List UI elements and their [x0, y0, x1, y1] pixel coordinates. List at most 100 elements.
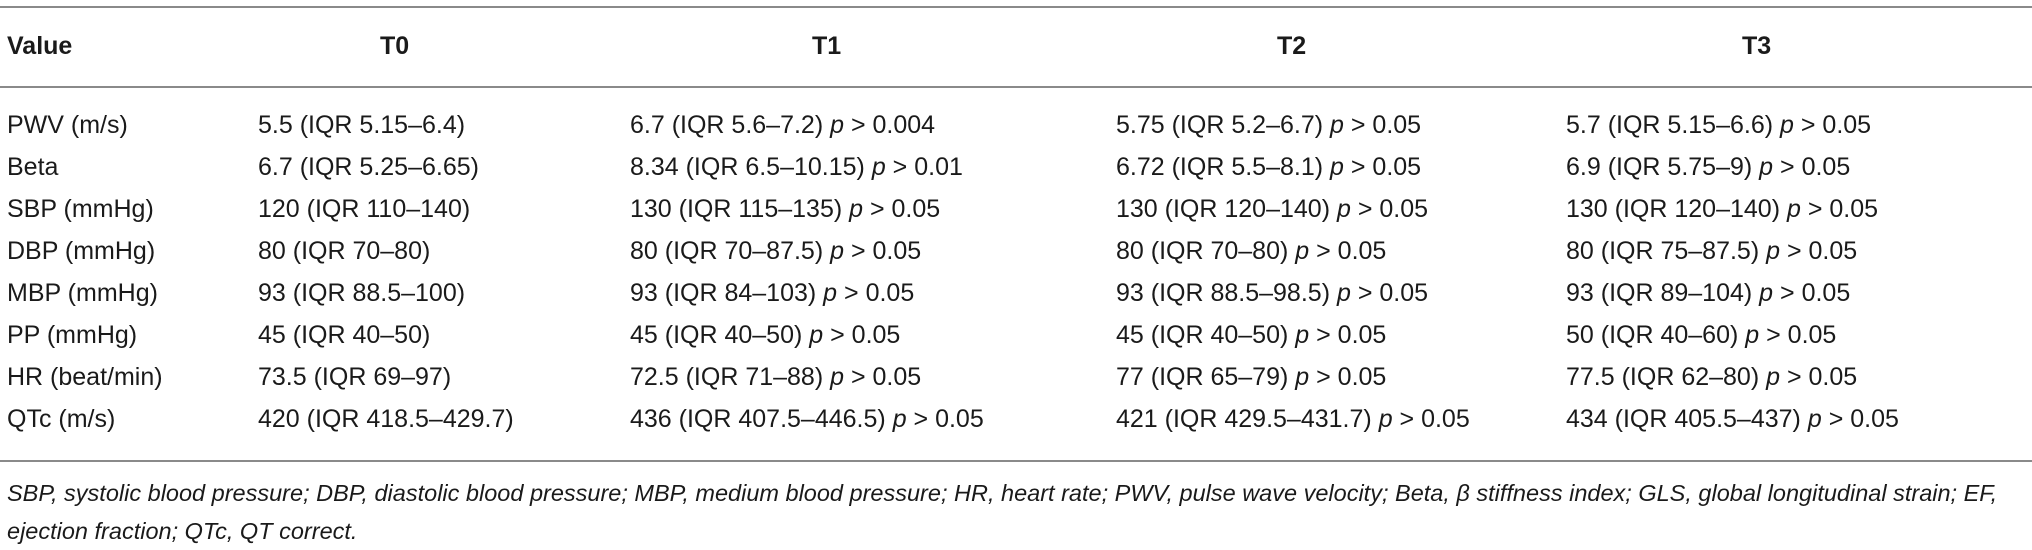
- p-label: p: [809, 321, 824, 349]
- p-label: p: [892, 405, 907, 433]
- p-label: p: [1336, 195, 1351, 223]
- cell-t0: 6.7 (IQR 5.25–6.65): [258, 153, 479, 181]
- cell-t3: 93 (IQR 89–104) p > 0.05: [1566, 272, 1850, 314]
- p-label: p: [1759, 279, 1774, 307]
- p-value: > 0.05: [906, 405, 984, 433]
- p-label: p: [1295, 237, 1310, 265]
- header-value: Value: [7, 32, 73, 60]
- p-label: p: [1330, 153, 1344, 181]
- cell-t1-value: 130 (IQR 115–135): [630, 195, 843, 223]
- p-label: p: [1766, 363, 1781, 391]
- p-value: > 0.05: [837, 279, 915, 307]
- p-value: > 0.05: [844, 237, 922, 265]
- p-label: p: [1295, 321, 1310, 349]
- cell-t2-value: 80 (IQR 70–80): [1116, 237, 1289, 265]
- p-label: p: [1780, 111, 1794, 139]
- p-value: > 0.05: [1392, 405, 1470, 433]
- cell-t3-value: 5.7 (IQR 5.15–6.6): [1566, 111, 1774, 139]
- cell-t1-value: 45 (IQR 40–50): [630, 321, 803, 349]
- cell-t1-value: 72.5 (IQR 71–88): [630, 363, 824, 391]
- cell-t0: 420 (IQR 418.5–429.7): [258, 405, 514, 433]
- cell-t3-value: 50 (IQR 40–60): [1566, 321, 1739, 349]
- p-label: p: [1295, 363, 1310, 391]
- p-label: p: [1766, 237, 1781, 265]
- header-t1: T1: [812, 32, 842, 60]
- table-row: PP (mmHg) 45 (IQR 40–50) 45 (IQR 40–50) …: [0, 314, 2032, 356]
- cell-t2-value: 6.72 (IQR 5.5–8.1): [1116, 153, 1324, 181]
- p-label: p: [1378, 405, 1393, 433]
- row-label: HR (beat/min): [7, 363, 163, 391]
- row-label: SBP (mmHg): [7, 195, 154, 223]
- p-label: p: [849, 195, 864, 223]
- table-row: HR (beat/min) 73.5 (IQR 69–97) 72.5 (IQR…: [0, 356, 2032, 398]
- p-value: > 0.004: [844, 111, 936, 139]
- p-value: > 0.05: [1350, 279, 1429, 307]
- cell-t3: 5.7 (IQR 5.15–6.6) p > 0.05: [1566, 104, 1871, 146]
- p-value: > 0.05: [1759, 321, 1837, 349]
- cell-t2: 77 (IQR 65–79) p > 0.05: [1116, 356, 1386, 398]
- cell-t3: 50 (IQR 40–60) p > 0.05: [1566, 314, 1836, 356]
- cell-t1: 6.7 (IQR 5.6–7.2) p > 0.004: [630, 104, 935, 146]
- cell-t1: 130 (IQR 115–135) p > 0.05: [630, 188, 940, 230]
- table-row: DBP (mmHg) 80 (IQR 70–80) 80 (IQR 70–87.…: [0, 230, 2032, 272]
- cell-t2: 130 (IQR 120–140) p > 0.05: [1116, 188, 1428, 230]
- cell-t2-value: 45 (IQR 40–50): [1116, 321, 1289, 349]
- p-value: > 0.05: [1309, 237, 1387, 265]
- cell-t3: 77.5 (IQR 62–80) p > 0.05: [1566, 356, 1857, 398]
- row-label: PWV (m/s): [7, 111, 128, 139]
- p-label: p: [1807, 405, 1822, 433]
- p-value: > 0.05: [1773, 279, 1851, 307]
- p-label: p: [830, 111, 845, 139]
- cell-t1-value: 93 (IQR 84–103): [630, 279, 817, 307]
- cell-t0: 5.5 (IQR 5.15–6.4): [258, 111, 466, 139]
- header-t3: T3: [1742, 32, 1772, 60]
- cell-t3: 434 (IQR 405.5–437) p > 0.05: [1566, 398, 1899, 440]
- cell-t1: 80 (IQR 70–87.5) p > 0.05: [630, 230, 921, 272]
- p-value: > 0.05: [1780, 237, 1858, 265]
- cell-t2-value: 77 (IQR 65–79): [1116, 363, 1289, 391]
- p-value: > 0.01: [885, 153, 963, 181]
- p-label: p: [823, 279, 838, 307]
- p-value: > 0.05: [1309, 363, 1387, 391]
- p-value: > 0.05: [1800, 195, 1879, 223]
- table-top-rule: [0, 6, 2032, 8]
- cell-t1: 45 (IQR 40–50) p > 0.05: [630, 314, 900, 356]
- p-value: > 0.05: [1821, 405, 1899, 433]
- p-value: > 0.05: [1780, 363, 1858, 391]
- cell-t1: 8.34 (IQR 6.5–10.15) p > 0.01: [630, 146, 963, 188]
- cell-t0: 93 (IQR 88.5–100): [258, 279, 466, 307]
- table-row: SBP (mmHg) 120 (IQR 110–140) 130 (IQR 11…: [0, 188, 2032, 230]
- cell-t0: 80 (IQR 70–80): [258, 237, 431, 265]
- p-value: > 0.05: [1350, 195, 1429, 223]
- cell-t3-value: 130 (IQR 120–140): [1566, 195, 1781, 223]
- table-row: MBP (mmHg) 93 (IQR 88.5–100) 93 (IQR 84–…: [0, 272, 2032, 314]
- cell-t3: 130 (IQR 120–140) p > 0.05: [1566, 188, 1878, 230]
- cell-t2: 93 (IQR 88.5–98.5) p > 0.05: [1116, 272, 1428, 314]
- cell-t2: 6.72 (IQR 5.5–8.1) p > 0.05: [1116, 146, 1421, 188]
- p-label: p: [871, 153, 886, 181]
- cell-t3: 6.9 (IQR 5.75–9) p > 0.05: [1566, 146, 1850, 188]
- cell-t1: 93 (IQR 84–103) p > 0.05: [630, 272, 914, 314]
- table-row: PWV (m/s) 5.5 (IQR 5.15–6.4) 6.7 (IQR 5.…: [0, 104, 2032, 146]
- p-value: > 0.05: [1343, 153, 1422, 181]
- cell-t3-value: 434 (IQR 405.5–437): [1566, 405, 1801, 433]
- cell-t1: 436 (IQR 407.5–446.5) p > 0.05: [630, 398, 984, 440]
- p-label: p: [1330, 111, 1344, 139]
- cell-t2-value: 5.75 (IQR 5.2–6.7): [1116, 111, 1324, 139]
- cell-t2: 80 (IQR 70–80) p > 0.05: [1116, 230, 1386, 272]
- header-t0: T0: [380, 32, 410, 60]
- cell-t2-value: 421 (IQR 429.5–431.7): [1116, 405, 1372, 433]
- cell-t3-value: 93 (IQR 89–104): [1566, 279, 1753, 307]
- p-value: > 0.05: [1773, 153, 1851, 181]
- table-header-row: Value T0 T1 T2 T3: [0, 6, 2032, 86]
- row-label: MBP (mmHg): [7, 279, 158, 307]
- p-label: p: [1786, 195, 1801, 223]
- table-row: Beta 6.7 (IQR 5.25–6.65) 8.34 (IQR 6.5–1…: [0, 146, 2032, 188]
- p-label: p: [830, 363, 845, 391]
- cell-t0: 73.5 (IQR 69–97): [258, 363, 452, 391]
- cell-t3-value: 80 (IQR 75–87.5): [1566, 237, 1760, 265]
- cell-t3: 80 (IQR 75–87.5) p > 0.05: [1566, 230, 1857, 272]
- header-t2: T2: [1277, 32, 1307, 60]
- row-label: QTc (m/s): [7, 405, 116, 433]
- cell-t2: 421 (IQR 429.5–431.7) p > 0.05: [1116, 398, 1470, 440]
